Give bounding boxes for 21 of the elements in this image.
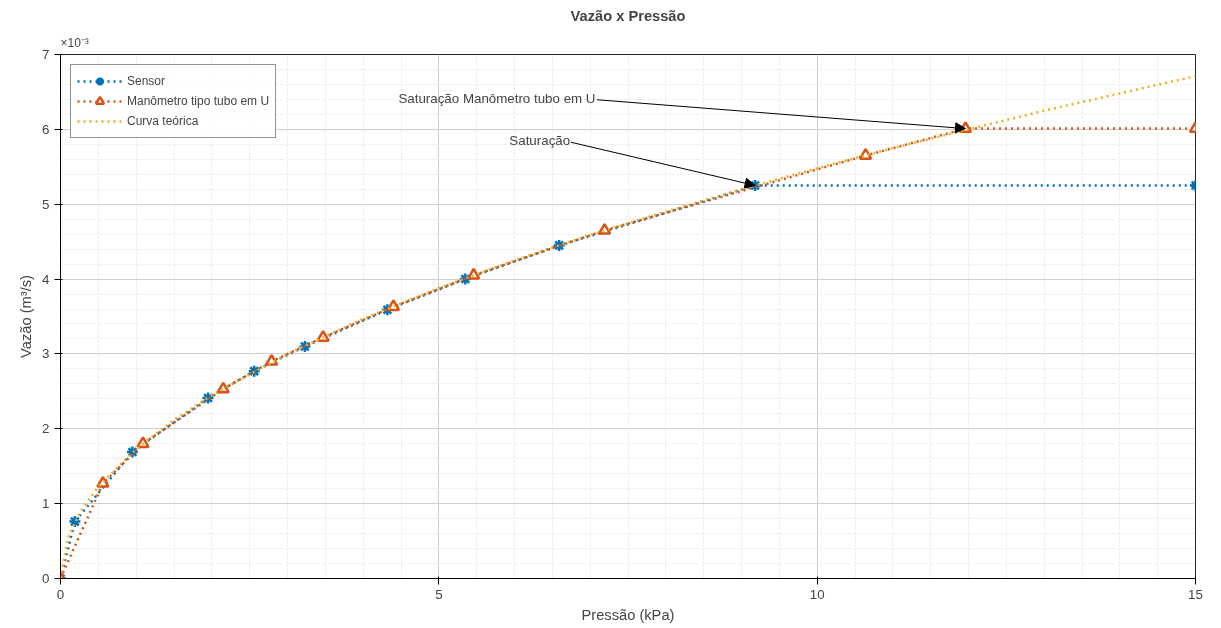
- x-axis-title: Pressão (kPa): [581, 606, 675, 623]
- annotation: Saturação: [509, 133, 571, 148]
- text: ×10⁻³: [60, 35, 89, 50]
- y-tick-label: 6: [42, 121, 50, 137]
- x-tick-label: 5: [435, 586, 443, 602]
- legend-label: Sensor: [127, 74, 166, 88]
- legend-label: Manômetro tipo tubo em U: [127, 94, 270, 108]
- y-tick-label: 2: [42, 421, 50, 437]
- y-tick-label: 5: [42, 196, 50, 212]
- x-tick-label: 15: [1188, 586, 1203, 602]
- x-tick-label: 0: [56, 586, 65, 602]
- chart-title: Vazão x Pressão: [570, 7, 686, 24]
- y-axis-title: Vazão (m³/s): [18, 275, 35, 358]
- legend-label: Curva teórica: [127, 114, 199, 128]
- y-tick-label: 1: [42, 496, 50, 512]
- annotation: Saturação Manômetro tubo em U: [398, 91, 596, 107]
- x-tick-label: 10: [809, 586, 825, 602]
- y-tick-label: 4: [42, 271, 51, 287]
- y-tick-label: 7: [42, 47, 50, 62]
- y-tick-label: 0: [42, 571, 50, 586]
- y-tick-label: 3: [42, 346, 50, 362]
